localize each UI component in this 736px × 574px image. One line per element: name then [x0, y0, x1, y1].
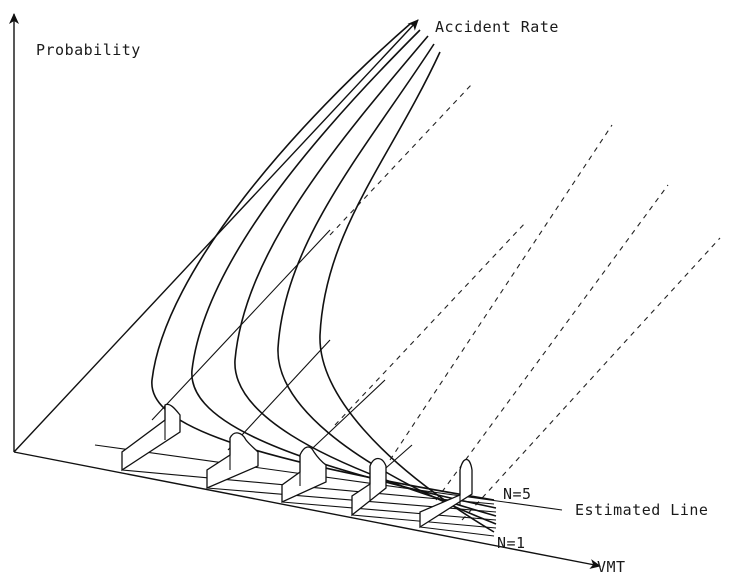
- distribution-3: [281, 446, 327, 504]
- n-top-label: N=5: [503, 485, 532, 503]
- dotted-extension-lines: [329, 83, 721, 521]
- base-line: [419, 526, 495, 537]
- plane-lines: [151, 229, 413, 483]
- dotted-line: [389, 124, 613, 461]
- probability-distributions: [121, 403, 473, 529]
- estimated-line-label: Estimated Line: [575, 501, 708, 519]
- vmt-axis: [13, 451, 601, 569]
- dotted-line: [334, 221, 527, 426]
- dotted-line: [461, 237, 721, 521]
- vmt-axis-label: VMT: [597, 558, 626, 574]
- plane-line: [299, 379, 386, 461]
- curve-n5: [151, 23, 495, 501]
- distribution-2: [206, 432, 259, 489]
- dotted-line: [435, 184, 669, 501]
- n-bottom-label: N=1: [497, 534, 526, 552]
- curve-n3: [234, 35, 497, 517]
- plane-line: [151, 229, 331, 421]
- distribution-1: [121, 403, 181, 472]
- accident-rate-axis-label: Accident Rate: [435, 18, 559, 36]
- distribution-4: [351, 457, 387, 517]
- distribution-5: [419, 458, 473, 529]
- plane-line: [227, 339, 331, 451]
- base-line: [281, 501, 497, 521]
- curve-n1: [319, 51, 495, 533]
- n-curves: [151, 23, 497, 533]
- probability-axis-label: Probability: [36, 41, 141, 59]
- dotted-line: [329, 83, 473, 236]
